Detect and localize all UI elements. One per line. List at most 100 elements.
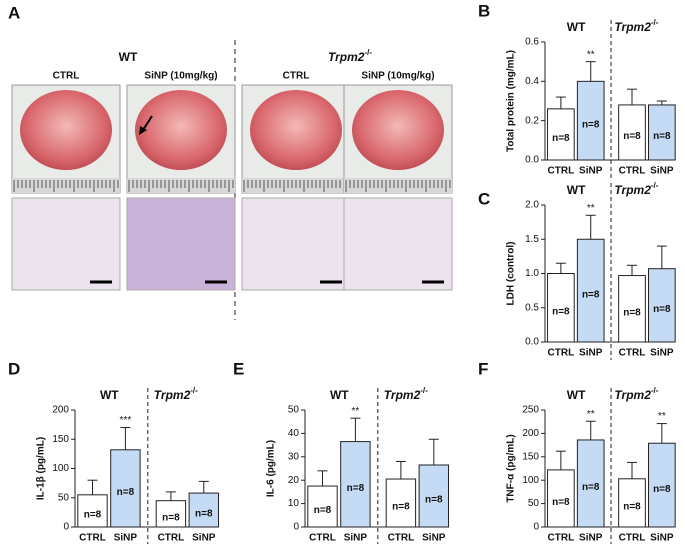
- y-axis-label: IL-1β (pg/mL): [36, 437, 47, 500]
- bar: [547, 108, 575, 161]
- bar-label: n=8: [314, 505, 332, 516]
- group-name: WT: [100, 388, 119, 402]
- y-tick-label: 1.5: [525, 234, 539, 245]
- bar: [188, 492, 220, 528]
- x-tick-label: CTRL: [619, 533, 646, 544]
- x-tick-label: CTRL: [309, 533, 336, 544]
- group-label: Trpm2-/-: [614, 181, 658, 197]
- y-tick-label: 0.4: [525, 76, 539, 87]
- significance: **: [587, 49, 595, 60]
- x-tick-label: SiNP: [579, 166, 603, 177]
- panel-label: C: [478, 189, 490, 208]
- y-tick-label: 100: [52, 463, 69, 474]
- arrow-head: [139, 126, 147, 135]
- y-tick-label: 0.0: [525, 155, 539, 166]
- x-tick-label: CTRL: [619, 166, 646, 177]
- bar-label: n=8: [582, 289, 600, 300]
- y-tick-label: 2.0: [525, 200, 539, 211]
- x-tick-label: CTRL: [548, 348, 575, 359]
- x-tick-label: SiNP: [114, 533, 138, 544]
- x-tick-label: CTRL: [548, 533, 575, 544]
- group-name: Trpm2: [614, 183, 651, 197]
- significance: **: [658, 411, 666, 422]
- group-name: Trpm2: [154, 388, 191, 402]
- x-tick-label: SiNP: [422, 533, 446, 544]
- y-tick-label: 0: [63, 522, 69, 533]
- y-tick-label: 0: [293, 522, 299, 533]
- bar: [77, 494, 108, 528]
- y-tick-label: 0: [533, 522, 539, 533]
- bar-label: n=8: [117, 487, 135, 498]
- bar-label: n=8: [653, 131, 671, 142]
- y-axis-label: TNF-α (pg/mL): [506, 434, 517, 502]
- y-tick-label: 150: [52, 434, 69, 445]
- bar-label: n=8: [653, 484, 671, 495]
- group-label: WT: [100, 388, 119, 402]
- bar: [648, 442, 676, 528]
- group-superscript: -/-: [651, 386, 659, 395]
- x-tick-label: CTRL: [158, 533, 185, 544]
- group-label: Trpm2-/-: [614, 18, 658, 34]
- bar-label: n=8: [582, 119, 600, 130]
- bar-label: n=8: [425, 495, 443, 506]
- group-name: WT: [567, 388, 586, 402]
- histology: [126, 197, 236, 291]
- bar-label: n=8: [347, 483, 365, 494]
- x-tick-label: SiNP: [650, 166, 674, 177]
- y-tick-label: 0.6: [525, 37, 539, 48]
- group-name: Trpm2: [614, 388, 651, 402]
- group-label: Trpm2-/-: [328, 48, 372, 64]
- bar-label: n=8: [84, 510, 102, 521]
- group-label: WT: [119, 50, 138, 64]
- x-tick-label: CTRL: [79, 533, 106, 544]
- group-name: Trpm2: [614, 20, 651, 34]
- bar: [547, 469, 575, 528]
- bar-label: n=8: [623, 307, 641, 318]
- bar: [547, 273, 575, 343]
- group-label: WT: [567, 183, 586, 197]
- significance: ***: [120, 415, 132, 426]
- group-label: Trpm2-/-: [384, 386, 428, 402]
- bar-label: n=8: [623, 502, 641, 513]
- bar: [307, 485, 338, 528]
- arrow: [142, 115, 153, 131]
- bar-label: n=8: [552, 306, 570, 317]
- panel-label: D: [8, 359, 20, 378]
- y-tick-label: 50: [58, 492, 70, 503]
- bar-label: n=8: [582, 482, 600, 493]
- y-tick-label: 0.0: [525, 337, 539, 348]
- group-label: WT: [567, 388, 586, 402]
- panel-label: E: [233, 359, 244, 378]
- y-tick-label: 0.2: [525, 115, 539, 126]
- group-label: WT: [330, 388, 349, 402]
- bar: [618, 275, 646, 343]
- y-tick-label: 50: [288, 405, 300, 416]
- bar: [155, 500, 187, 528]
- significance: **: [587, 409, 595, 420]
- column-label: CTRL: [283, 71, 310, 82]
- x-tick-label: SiNP: [192, 533, 216, 544]
- y-tick-label: 50: [528, 498, 540, 509]
- bar: [618, 478, 646, 528]
- bar-label: n=8: [552, 497, 570, 508]
- group-name: WT: [119, 50, 138, 64]
- y-tick-label: 250: [522, 405, 539, 416]
- lung: [250, 90, 342, 170]
- group-label: Trpm2-/-: [614, 386, 658, 402]
- bar-label: n=8: [552, 133, 570, 144]
- panel-label: F: [478, 359, 488, 378]
- bar-label: n=8: [162, 512, 180, 523]
- group-name: WT: [567, 183, 586, 197]
- bar-label: n=8: [623, 131, 641, 142]
- histology: [343, 197, 453, 291]
- group-name: Trpm2: [328, 50, 365, 64]
- y-axis-label: Total protein (mg/mL): [506, 50, 517, 152]
- panel-label: B: [478, 1, 490, 20]
- y-tick-label: 1.0: [525, 268, 539, 279]
- bar-label: n=8: [653, 304, 671, 315]
- bar-label: n=8: [195, 509, 213, 520]
- x-tick-label: SiNP: [650, 348, 674, 359]
- column-label: SiNP (10mg/kg): [144, 71, 217, 82]
- group-superscript: -/-: [651, 181, 659, 190]
